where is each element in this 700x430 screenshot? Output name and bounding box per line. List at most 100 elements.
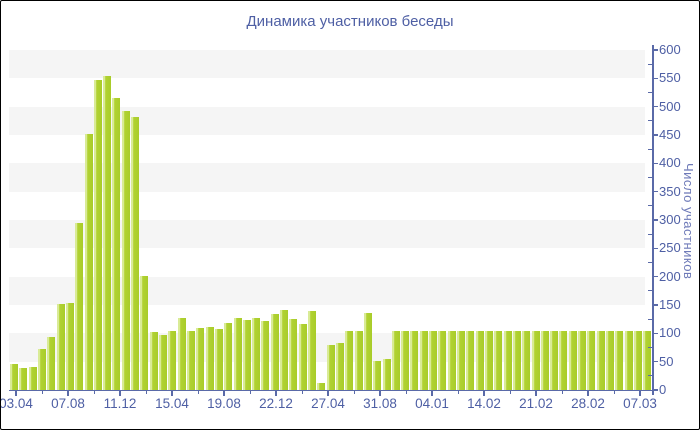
bar bbox=[326, 344, 335, 390]
chart-title: Динамика участников беседы bbox=[246, 13, 454, 30]
y-tick-label: 400 bbox=[659, 155, 681, 171]
y-minor-tick bbox=[647, 177, 653, 178]
bar bbox=[252, 317, 261, 390]
grid-band bbox=[9, 50, 645, 79]
y-major-tick bbox=[652, 275, 659, 278]
y-major-tick bbox=[652, 105, 659, 108]
bar bbox=[531, 330, 540, 390]
x-minor-tick bbox=[93, 391, 95, 394]
y-major-tick bbox=[652, 77, 659, 80]
bar bbox=[121, 110, 130, 390]
y-major-tick bbox=[652, 360, 659, 363]
bar-series bbox=[10, 50, 652, 390]
x-major-tick bbox=[431, 391, 433, 396]
bar bbox=[568, 330, 577, 390]
x-tick-label: 31.08 bbox=[363, 396, 397, 411]
y-tick-label: 300 bbox=[659, 212, 681, 227]
y-minor-tick bbox=[647, 120, 653, 122]
x-minor-tick bbox=[561, 391, 563, 394]
y-tick-label: 450 bbox=[659, 127, 681, 142]
bar bbox=[410, 330, 419, 390]
y-minor-tick bbox=[647, 92, 653, 93]
bar bbox=[10, 363, 18, 390]
x-tick-label: 21.02 bbox=[519, 396, 553, 411]
x-minor-tick bbox=[145, 391, 147, 394]
bar bbox=[382, 358, 391, 390]
bar bbox=[643, 330, 652, 390]
y-major-tick bbox=[652, 247, 659, 250]
bar bbox=[28, 367, 37, 390]
bar bbox=[168, 330, 177, 390]
x-major-tick bbox=[379, 391, 381, 396]
x-major-tick bbox=[275, 391, 277, 396]
bar bbox=[205, 326, 214, 390]
bar bbox=[503, 330, 512, 390]
x-tick-label: 14.02 bbox=[467, 396, 501, 411]
y-major-tick bbox=[652, 304, 659, 306]
bar bbox=[335, 343, 344, 390]
y-minor-tick bbox=[647, 148, 653, 150]
x-minor-tick bbox=[197, 391, 199, 394]
x-tick-label: 07.03 bbox=[623, 396, 657, 411]
x-tick-label: 03.04 bbox=[0, 396, 33, 411]
bar bbox=[354, 330, 363, 390]
x-minor-tick bbox=[301, 391, 303, 394]
x-major-tick bbox=[327, 391, 329, 396]
x-major-tick bbox=[67, 391, 69, 396]
y-tick-label: 250 bbox=[659, 240, 681, 256]
bar bbox=[484, 330, 493, 390]
bar bbox=[512, 330, 521, 390]
x-major-tick bbox=[639, 391, 641, 396]
bar bbox=[559, 330, 568, 390]
bar bbox=[131, 116, 140, 390]
y-major-tick bbox=[652, 190, 659, 193]
y-major-tick bbox=[652, 134, 659, 136]
x-tick-label: 27.04 bbox=[311, 396, 345, 411]
y-major-tick bbox=[652, 162, 659, 165]
bar bbox=[587, 330, 596, 390]
y-tick-label: 500 bbox=[659, 98, 681, 114]
bar bbox=[633, 330, 642, 390]
x-major-tick bbox=[15, 391, 17, 396]
bar bbox=[196, 327, 205, 390]
bar bbox=[140, 275, 149, 390]
bar bbox=[65, 302, 74, 390]
y-minor-tick bbox=[647, 233, 653, 235]
bar bbox=[289, 318, 298, 390]
bar bbox=[261, 321, 270, 390]
bar bbox=[103, 75, 112, 390]
x-major-tick bbox=[535, 391, 537, 396]
bar bbox=[429, 330, 438, 390]
bar bbox=[578, 330, 587, 390]
bar bbox=[308, 311, 316, 390]
y-tick-label: 200 bbox=[659, 268, 681, 284]
x-major-tick bbox=[119, 391, 121, 396]
bar bbox=[149, 332, 158, 390]
y-major-tick bbox=[652, 49, 659, 51]
y-minor-tick bbox=[647, 205, 653, 207]
y-minor-tick bbox=[647, 63, 653, 65]
y-axis-title: Число участников bbox=[681, 163, 696, 280]
y-major-tick bbox=[652, 219, 659, 221]
bar bbox=[363, 312, 372, 390]
x-major-tick bbox=[587, 391, 589, 396]
x-minor-tick bbox=[457, 391, 459, 394]
bar bbox=[419, 330, 428, 390]
bar bbox=[401, 330, 410, 390]
bar bbox=[56, 303, 65, 390]
x-tick-label: 04.01 bbox=[415, 396, 449, 411]
bar bbox=[615, 330, 624, 390]
bar bbox=[112, 98, 121, 390]
x-minor-tick bbox=[41, 391, 43, 394]
bar bbox=[494, 330, 503, 390]
bar bbox=[317, 383, 326, 390]
bar bbox=[391, 330, 400, 390]
y-minor-tick bbox=[647, 290, 653, 292]
y-tick-label: 550 bbox=[659, 70, 681, 86]
x-major-tick bbox=[223, 391, 225, 396]
bar bbox=[93, 80, 102, 390]
x-tick-label: 11.12 bbox=[103, 396, 137, 411]
bar bbox=[522, 330, 531, 390]
y-major-tick bbox=[652, 389, 659, 391]
